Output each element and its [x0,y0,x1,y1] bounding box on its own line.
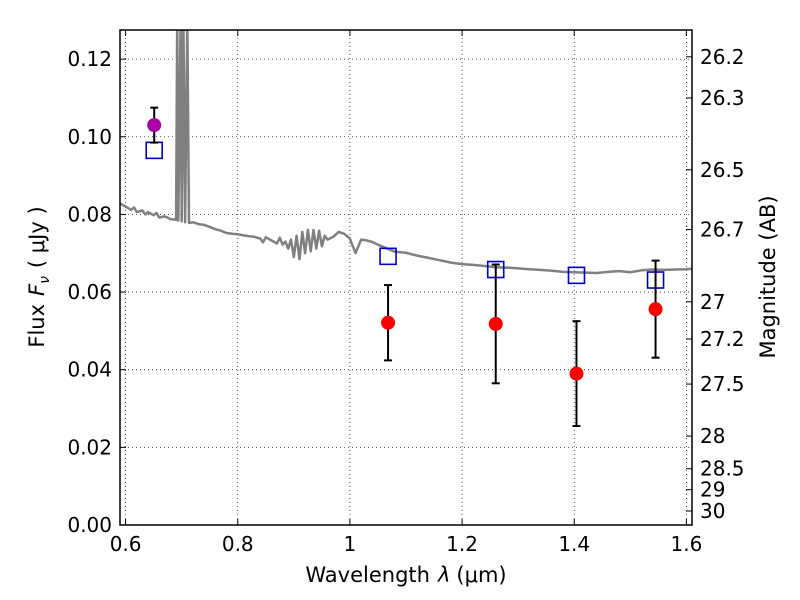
observed-point [648,302,663,317]
observed-point [569,366,584,381]
model-point [567,266,586,285]
y-tick-label: 0.04 [67,358,112,382]
y2-tick-label: 27 [700,290,725,314]
x-tick-label: 1 [344,532,357,556]
observed-point [381,315,396,330]
y-axis-label: FluxFν( μJy ) [25,206,53,347]
x-axis-label: Wavelength λ (μm) [305,563,506,587]
grid [120,30,692,526]
plot-area [120,30,692,427]
y-tick-label: 0.10 [67,125,112,149]
y2-tick-label: 26.5 [700,158,745,182]
tick-labels: 0.6 0.8 1 1.2 1.4 1.6 0.00 0.02 0.04 0.06 0.08 0.10… [67,45,744,556]
y-tick-label: 0.06 [67,280,112,304]
x-tick-label: 0.8 [222,532,254,556]
x-tick-label: 1.2 [446,532,478,556]
y-tick-label: 0.08 [67,202,112,226]
model-point [379,247,397,266]
x-tick-label: 1.4 [558,532,590,556]
observed-point [488,316,503,331]
observed-point [147,118,162,133]
y-tick-label: 0.00 [67,513,112,537]
y2-tick-label: 26.2 [700,45,745,69]
y2-tick-label: 26.3 [700,86,745,110]
y2-tick-label: 28.5 [700,457,745,481]
y2-axis-label: Magnitude (AB) [756,195,780,358]
y2-tick-label: 27.2 [700,327,745,351]
sed-model-line [120,30,692,275]
y-tick-label: 0.02 [67,435,112,459]
y-tick-label: 0.12 [67,47,112,71]
y2-tick-label: 30 [700,499,725,523]
ticks [120,30,692,526]
plot-frame [119,29,693,526]
y2-tick-label: 26.7 [700,218,745,242]
y2-tick-label: 27.5 [700,372,745,396]
x-tick-label: 0.6 [110,532,142,556]
y2-tick-label: 29 [700,478,725,502]
y2-tick-label: 28 [700,424,725,448]
x-tick-label: 1.6 [670,532,702,556]
model-point [145,141,164,160]
